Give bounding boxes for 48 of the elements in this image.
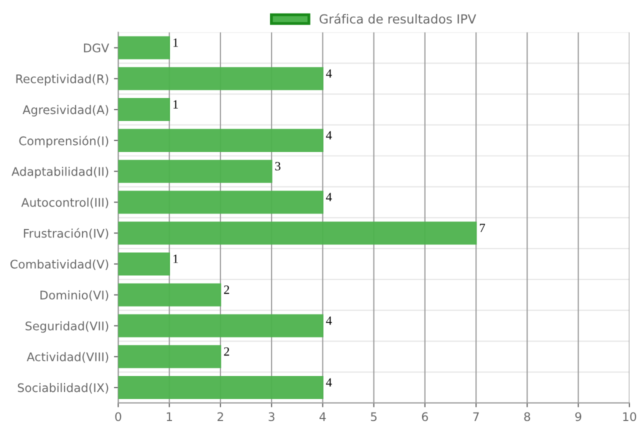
data-label: 2 [224,286,230,294]
bar [118,345,222,368]
y-tick-label: Combatividad(V) [10,260,108,270]
data-label: 4 [326,316,332,325]
bar [118,67,324,90]
data-label: 4 [326,378,332,386]
y-tick-label: Sociabilidad(IX) [18,383,108,394]
y-tick-label: Receptividad(R) [16,74,108,86]
y-tick-label: Agresividad(A) [22,105,108,116]
x-tick-label: 7 [473,412,479,421]
x-tick-label: 8 [524,412,530,422]
data-label: 7 [480,224,486,232]
y-tick-label: Actividad(VIII) [26,352,108,363]
x-tick-label: 2 [218,412,224,421]
y-tick-label: DGV [84,43,110,52]
x-tick-label: 9 [575,412,582,422]
y-tick-label: Autocontrol(III) [21,198,108,208]
data-label: 4 [326,131,332,140]
bar [118,36,170,60]
bar [118,252,170,276]
x-tick-label: 1 [166,412,172,421]
x-tick-label: 5 [370,412,377,422]
bar [118,190,324,214]
y-tick-label: Seguridad(VII) [26,321,108,333]
y-tick-label: Adaptabilidad(II) [12,166,108,178]
bar [118,128,324,152]
x-tick-label: 6 [422,412,428,422]
x-tick-label: 4 [320,412,326,421]
x-tick-label: 0 [115,412,122,422]
bar [118,314,324,338]
bar [118,376,324,400]
data-label: 3 [275,162,280,170]
data-label: 1 [174,38,178,47]
bar [118,283,222,306]
data-label: 1 [174,100,178,108]
bar [118,222,477,245]
data-label: 4 [326,69,332,78]
data-label: 4 [326,192,332,202]
y-tick-label: Comprensión(I) [19,136,108,148]
bar [118,160,272,183]
bar [118,98,170,122]
data-label: 2 [224,347,230,356]
legend-label: Gráfica de resultados IPV [320,13,476,24]
data-label: 1 [174,254,178,263]
y-tick-label: Dominio(VI) [40,290,108,301]
x-tick-label: 10 [623,412,636,422]
x-tick-label: 3 [268,412,274,422]
y-tick-label: Frustración(IV) [24,228,108,240]
